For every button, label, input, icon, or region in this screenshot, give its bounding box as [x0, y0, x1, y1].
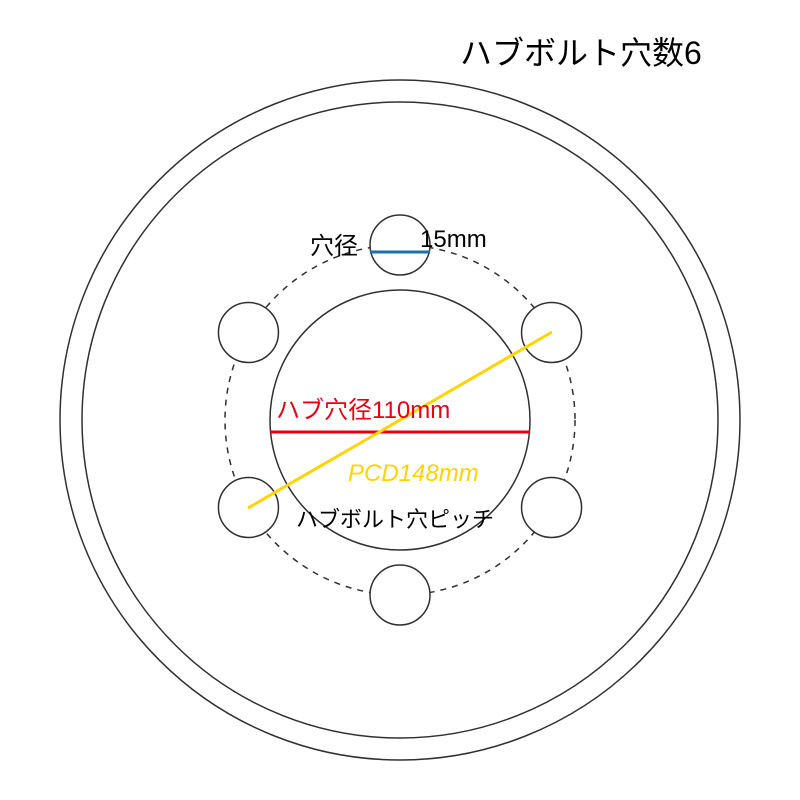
bolt-hole [218, 303, 278, 363]
hole-dia-label-right: 15mm [420, 226, 487, 254]
diagram-canvas: ハブボルト穴数6 穴径 15mm ハブ穴径110mm PCD148mm ハブボル… [0, 0, 800, 800]
hole-dia-label-left: 穴径 [310, 226, 358, 261]
pcd-label: PCD148mm [348, 460, 479, 488]
title-label: ハブボルト穴数6 [460, 28, 702, 74]
hub-bore-label: ハブ穴径110mm [276, 390, 450, 425]
bolt-hole [522, 478, 582, 538]
pitch-label: ハブボルト穴ピッチ [296, 502, 494, 534]
bolt-hole [370, 565, 430, 625]
